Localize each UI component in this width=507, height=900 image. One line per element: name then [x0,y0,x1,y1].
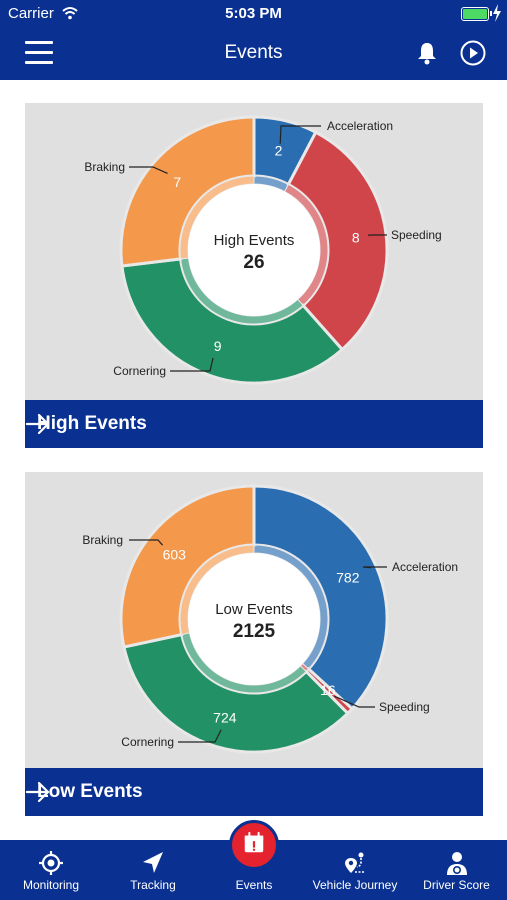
callout-braking: Braking [84,160,125,174]
high-events-label: High Events [37,413,147,434]
slice-value-cornering: 9 [214,338,222,354]
bottom-tab-bar: Monitoring Tracking Events Vehicle Journ… [0,820,507,900]
clock: 5:03 PM [225,5,282,22]
tab-tracking[interactable]: Tracking [102,840,204,900]
low-events-button[interactable]: Low Events [25,768,483,816]
center-value: 2125 [233,621,276,642]
route-pin-icon [345,852,365,873]
high-events-card: High Events 26 2 8 9 7 Acceleration Speeding Cor… [25,103,483,448]
driver-icon [446,852,467,875]
callout-acceleration: Acceleration [392,560,458,574]
callout-acceleration: Acceleration [327,119,393,133]
top-nav-bar: Events [0,28,507,80]
carrier-label: Carrier [8,5,54,22]
low-events-chart: Low Events 2125 782 16 724 603 Acceleration Spe… [82,484,458,754]
center-value: 26 [243,252,264,273]
calendar-alert-icon [244,831,264,853]
status-bar: Carrier 5:03 PM [0,0,507,28]
callout-line [368,234,387,237]
callout-line [362,566,387,569]
arrow-right-icon [25,781,50,803]
menu-icon[interactable] [25,40,53,66]
callout-line [334,695,375,708]
bell-icon[interactable] [416,41,438,65]
high-events-chart: High Events 26 2 8 9 7 Acceleration Speeding Cor… [84,115,442,385]
slice-value-cornering: 724 [213,709,237,725]
callout-cornering: Cornering [113,364,166,378]
tab-monitoring[interactable]: Monitoring [0,840,102,900]
center-title: High Events [214,232,295,249]
tab-label: Monitoring [22,878,80,892]
navigation-arrow-icon [143,852,163,873]
callout-line [170,357,214,372]
tab-events[interactable]: Events [204,820,304,900]
crosshair-icon [39,851,63,875]
tab-label: Driver Score [423,878,490,892]
callout-line [279,125,321,144]
slice-value-speeding: 16 [320,682,336,698]
tab-label: Tracking [130,878,176,892]
high-events-button[interactable]: High Events [25,400,483,448]
callout-line [178,729,222,743]
tab-vehicle-journey[interactable]: Vehicle Journey [304,840,406,900]
slice-value-braking: 7 [173,174,181,190]
wifi-icon [62,7,78,20]
tab-label: Events [235,878,273,892]
slice-value-acceleration: 782 [336,570,360,586]
callout-line [129,166,168,174]
slice-value-speeding: 8 [352,230,360,246]
donut-center [188,553,320,685]
charging-icon [493,4,501,22]
callout-braking: Braking [82,533,123,547]
callout-speeding: Speeding [379,700,430,714]
low-events-card: Low Events 2125 782 16 724 603 Acceleration Spe… [25,472,483,816]
donut-center [188,184,320,316]
battery-icon [461,7,492,21]
page-title: Events [224,42,283,63]
tab-driver-score[interactable]: Driver Score [406,840,507,900]
slice-value-braking: 603 [163,547,187,563]
center-title: Low Events [215,601,293,618]
callout-cornering: Cornering [121,735,174,749]
tab-label: Vehicle Journey [312,878,398,892]
arrow-right-icon [25,413,50,435]
callout-line [129,539,164,546]
slice-value-acceleration: 2 [275,142,283,158]
low-events-label: Low Events [37,781,143,802]
callout-speeding: Speeding [391,228,442,242]
play-icon[interactable] [460,40,486,66]
